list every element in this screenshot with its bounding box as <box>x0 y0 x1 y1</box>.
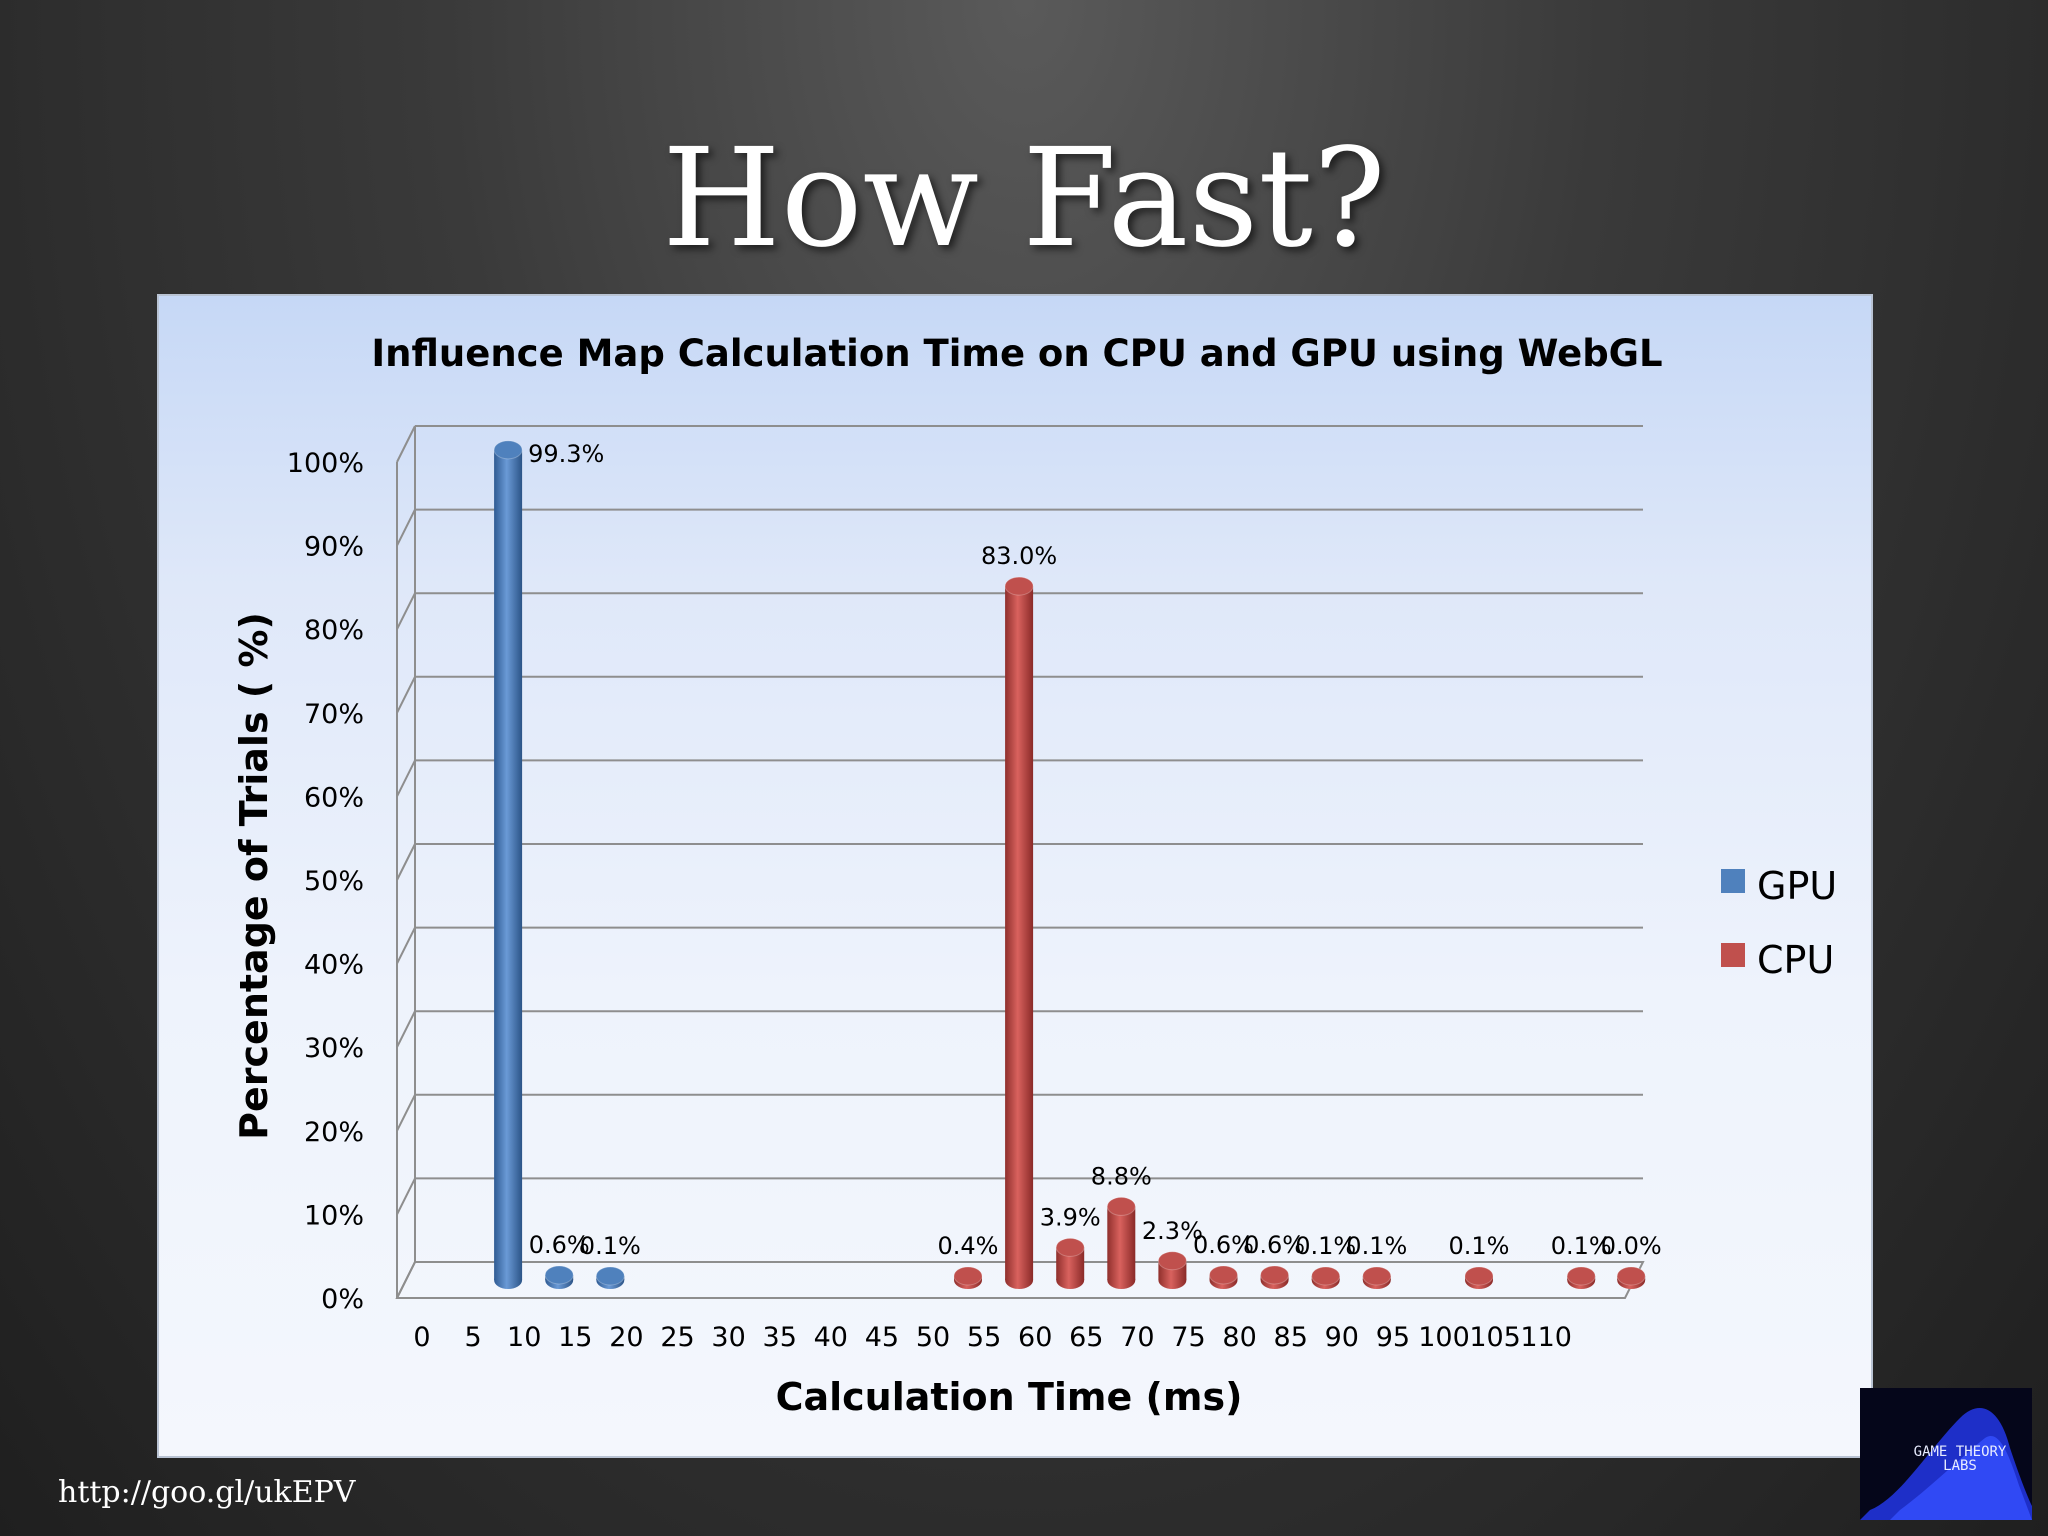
data-label: 0.1% <box>1449 1232 1510 1260</box>
legend-swatch-gpu <box>1721 869 1745 893</box>
data-label: 0.1% <box>1346 1232 1407 1260</box>
floor <box>395 1261 1645 1299</box>
x-tick-label: 70 <box>1120 1322 1154 1353</box>
gridline-depth <box>396 509 416 547</box>
gridline-depth <box>396 1094 416 1132</box>
gridline-depth <box>396 592 416 630</box>
data-label: 0.6% <box>1193 1231 1254 1259</box>
x-tick-label: 95 <box>1376 1322 1410 1353</box>
source-url[interactable]: http://goo.gl/ukEPV <box>58 1475 356 1510</box>
legend-label-cpu: CPU <box>1757 938 1834 982</box>
x-tick-label: 35 <box>763 1322 797 1353</box>
bar-cpu-100 <box>1464 1266 1494 1289</box>
bar-cpu-90 <box>1362 1266 1392 1289</box>
y-tick-label: 20% <box>304 1117 364 1148</box>
y-axis-label: Percentage of Trials ( %) <box>232 612 276 1140</box>
x-tick-label: 60 <box>1018 1322 1052 1353</box>
gridline-depth <box>396 1010 416 1048</box>
gridline-depth <box>396 676 416 714</box>
bar-cpu-110 <box>1616 1266 1646 1289</box>
x-tick-label: 65 <box>1069 1322 1103 1353</box>
legend: GPU CPU <box>1721 864 1837 982</box>
x-tick-label: 45 <box>865 1322 899 1353</box>
gridline-depth <box>396 425 416 463</box>
bar-cpu-80 <box>1260 1265 1290 1289</box>
y-tick-label: 30% <box>304 1033 364 1064</box>
y-tick-label: 70% <box>304 699 364 730</box>
chart-title: Influence Map Calculation Time on CPU an… <box>371 332 1662 375</box>
bar-cpu-50 <box>953 1266 983 1289</box>
x-tick-label: 25 <box>660 1322 694 1353</box>
chart-panel: Influence Map Calculation Time on CPU an… <box>157 294 1873 1458</box>
y-tick-label: 90% <box>304 532 364 563</box>
y-tick-label: 60% <box>304 782 364 813</box>
data-label: 83.0% <box>981 542 1057 570</box>
x-tick-label: 0 <box>413 1322 430 1353</box>
bar-cpu-110 <box>1566 1266 1596 1289</box>
x-tick-label: 30 <box>711 1322 745 1353</box>
bar-gpu-15 <box>595 1266 625 1289</box>
bar-cpu-60 <box>1055 1237 1085 1289</box>
gridline-depth <box>396 1177 416 1215</box>
x-tick-label: 90 <box>1325 1322 1359 1353</box>
x-axis-label: Calculation Time (ms) <box>776 1375 1243 1419</box>
data-label: 8.8% <box>1091 1162 1152 1190</box>
x-tick-label: 80 <box>1222 1322 1256 1353</box>
gridline-depth <box>396 927 416 965</box>
data-label: 0.6% <box>529 1231 590 1259</box>
data-label: 0.1% <box>1295 1232 1356 1260</box>
gridline-depth <box>396 759 416 797</box>
bar-gpu-10 <box>544 1265 574 1289</box>
bar-cpu-55 <box>1004 576 1034 1289</box>
x-tick-label: 10 <box>507 1322 541 1353</box>
bar-cpu-65 <box>1106 1196 1136 1289</box>
data-label: 2.3% <box>1142 1217 1203 1245</box>
chart-svg: Influence Map Calculation Time on CPU an… <box>232 332 1837 1419</box>
legend-label-gpu: GPU <box>1757 864 1837 908</box>
slide-title: How Fast? <box>662 120 1386 278</box>
y-tick-label: 50% <box>304 866 364 897</box>
data-label: 0.6% <box>1244 1231 1305 1259</box>
x-tick-label: 20 <box>609 1322 643 1353</box>
data-label: 99.3% <box>528 440 604 468</box>
data-label: 0.4% <box>938 1232 999 1260</box>
y-tick-label: 80% <box>304 615 364 646</box>
y-tick-label: 40% <box>304 950 364 981</box>
y-tick-label: 10% <box>304 1200 364 1231</box>
x-tick-label: 5 <box>465 1322 482 1353</box>
bar-cpu-70 <box>1157 1251 1187 1289</box>
legend-swatch-cpu <box>1721 943 1745 967</box>
data-label: 0.1% <box>1551 1232 1612 1260</box>
y-tick-label: 100% <box>287 448 364 479</box>
gridline-depth <box>396 843 416 881</box>
x-tick-label: 110 <box>1520 1322 1572 1353</box>
bar-cpu-75 <box>1209 1265 1238 1289</box>
logo-text: GAME THEORY <box>1914 1444 2007 1460</box>
x-tick-label: 55 <box>967 1322 1001 1353</box>
x-tick-label: 40 <box>814 1322 848 1353</box>
data-label: 0.0% <box>1601 1232 1662 1260</box>
bar-cpu-85 <box>1311 1266 1341 1289</box>
y-tick-label: 0% <box>321 1284 364 1315</box>
x-tick-label: 15 <box>558 1322 592 1353</box>
x-tick-label: 85 <box>1274 1322 1308 1353</box>
x-tick-label: 50 <box>916 1322 950 1353</box>
logo-text-2: LABS <box>1943 1458 1977 1474</box>
x-tick-label: 105 <box>1469 1322 1521 1353</box>
bar-gpu-5 <box>493 440 523 1289</box>
data-label: 0.1% <box>580 1232 641 1260</box>
data-label: 3.9% <box>1040 1203 1101 1231</box>
logo-graphic: GAME THEORY LABS <box>1860 1388 2032 1520</box>
x-tick-label: 100 <box>1418 1322 1470 1353</box>
x-tick-label: 75 <box>1171 1322 1205 1353</box>
game-theory-labs-logo: GAME THEORY LABS <box>1860 1388 2032 1520</box>
